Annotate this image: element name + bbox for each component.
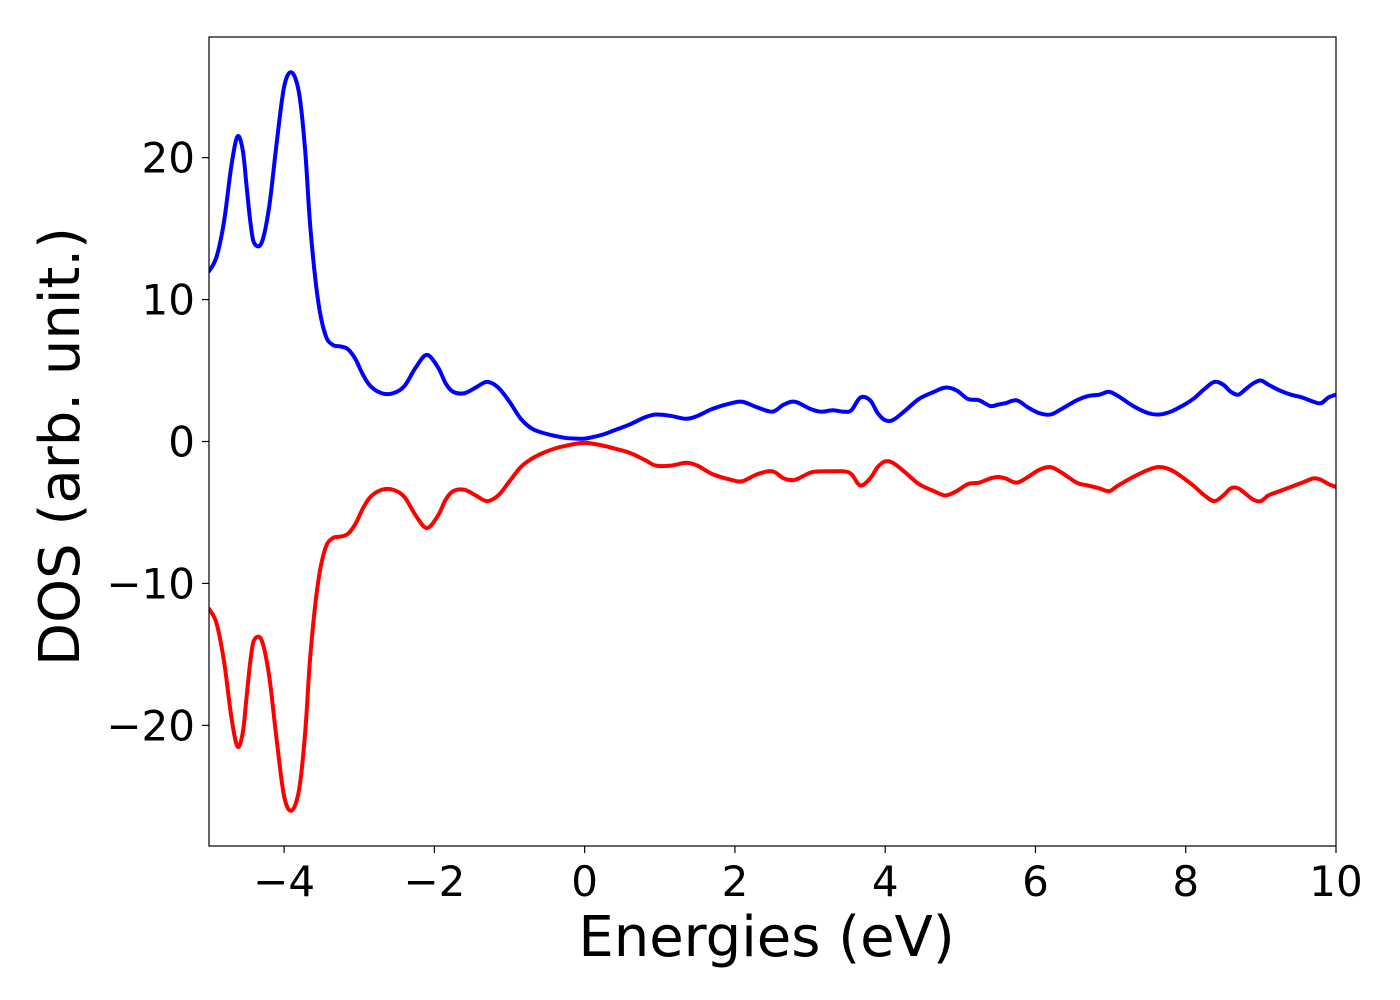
x-axis-label: Energies (eV) (578, 905, 954, 970)
x-tick-label: 2 (722, 857, 749, 906)
x-tick-label: −2 (403, 857, 465, 906)
x-tick-label: 10 (1309, 857, 1362, 906)
x-tick-label: −4 (253, 857, 315, 906)
x-tick-label: 8 (1172, 857, 1199, 906)
y-axis-ticks: −20 −10 0 10 20 (106, 134, 209, 750)
series-line-spin-down (209, 440, 1336, 813)
series-line-spin-up (209, 70, 1336, 441)
plot-lines (209, 70, 1336, 813)
x-tick-label: 4 (872, 857, 899, 906)
x-tick-label: 6 (1022, 857, 1049, 906)
y-tick-label: −20 (106, 701, 195, 750)
y-tick-label: −10 (106, 559, 195, 608)
y-tick-label: 10 (142, 276, 195, 325)
x-axis-ticks: −4 −2 0 2 4 6 8 10 (253, 846, 1363, 906)
y-axis-label: DOS (arb. unit.) (28, 227, 93, 666)
y-tick-label: 20 (142, 134, 195, 183)
x-tick-label: 0 (571, 857, 598, 906)
y-tick-label: 0 (168, 418, 195, 467)
plot-frame (208, 36, 1337, 847)
